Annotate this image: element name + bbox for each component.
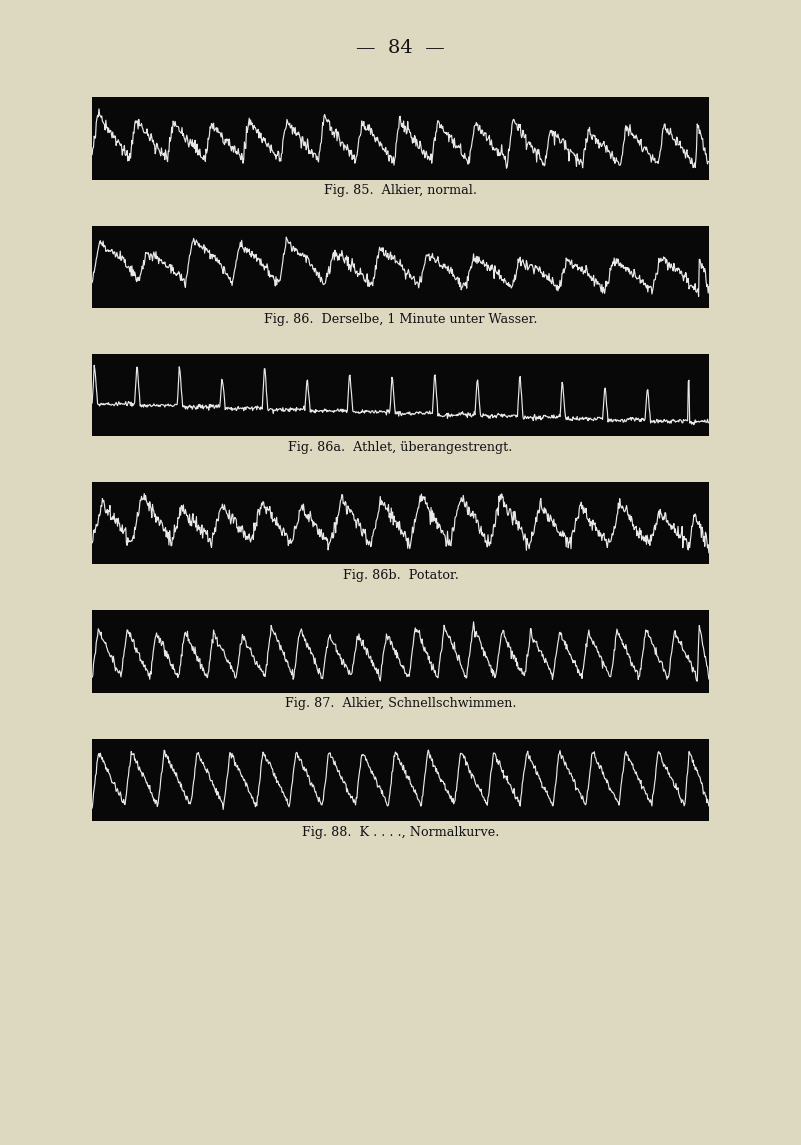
Text: Fig. 86b.  Potator.: Fig. 86b. Potator. <box>343 569 458 582</box>
Text: —  84  —: — 84 — <box>356 39 445 57</box>
Text: Fig. 87.  Alkier, Schnellschwimmen.: Fig. 87. Alkier, Schnellschwimmen. <box>284 697 517 710</box>
Text: Fig. 86a.  Athlet, überangestrengt.: Fig. 86a. Athlet, überangestrengt. <box>288 441 513 453</box>
Text: Fig. 88.  K . . . ., Normalkurve.: Fig. 88. K . . . ., Normalkurve. <box>302 826 499 838</box>
Text: Fig. 86.  Derselbe, 1 Minute unter Wasser.: Fig. 86. Derselbe, 1 Minute unter Wasser… <box>264 313 537 325</box>
Text: Fig. 85.  Alkier, normal.: Fig. 85. Alkier, normal. <box>324 184 477 197</box>
